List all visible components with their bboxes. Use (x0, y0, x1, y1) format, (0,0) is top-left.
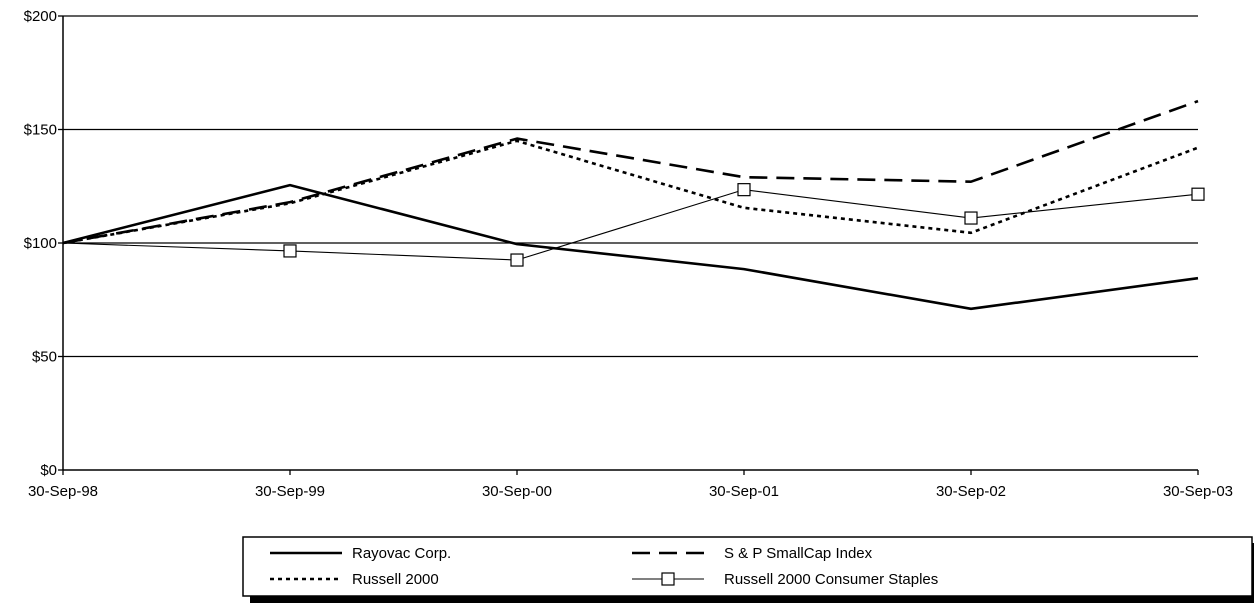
gridlines (58, 15, 1199, 475)
x-tick-label: 30-Sep-03 (1163, 483, 1233, 500)
series-line-2 (62, 139, 1199, 245)
x-tick-label: 30-Sep-02 (936, 483, 1006, 500)
data-point-marker (510, 253, 524, 267)
data-point-marker (964, 211, 978, 225)
y-tick-label: $0 (40, 462, 57, 479)
x-tick-label: 30-Sep-98 (28, 483, 98, 500)
series-line-0 (62, 183, 1199, 311)
series-group (62, 99, 1205, 311)
legend-label: Russell 2000 Consumer Staples (724, 571, 938, 588)
y-tick-labels: $0 $50 $100 $150 $200 (24, 8, 57, 479)
x-tick-label: 30-Sep-99 (255, 483, 325, 500)
y-tick-label: $150 (24, 122, 57, 139)
x-tick-labels: 30-Sep-98 30-Sep-99 30-Sep-00 30-Sep-01 30-S… (28, 483, 1233, 500)
data-point-marker (283, 244, 297, 258)
legend-label: Rayovac Corp. (352, 545, 451, 562)
data-point-marker (1191, 187, 1205, 201)
legend-label: S & P SmallCap Index (724, 545, 873, 562)
y-tick-label: $200 (24, 8, 57, 25)
x-tick-label: 30-Sep-01 (709, 483, 779, 500)
series-line-1 (62, 99, 1199, 245)
legend-label: Russell 2000 (352, 571, 439, 588)
legend-marker (661, 572, 675, 586)
legend-items: Rayovac Corp. S & P SmallCap Index Russell… (270, 545, 938, 588)
legend-box (242, 536, 1253, 597)
data-point-marker (737, 183, 751, 197)
x-tick-label: 30-Sep-00 (482, 483, 552, 500)
legend: Rayovac Corp. S & P SmallCap Index Russell… (242, 536, 1254, 603)
y-tick-label: $100 (24, 235, 57, 252)
series-line-3 (62, 189, 1199, 261)
y-tick-label: $50 (32, 349, 57, 366)
